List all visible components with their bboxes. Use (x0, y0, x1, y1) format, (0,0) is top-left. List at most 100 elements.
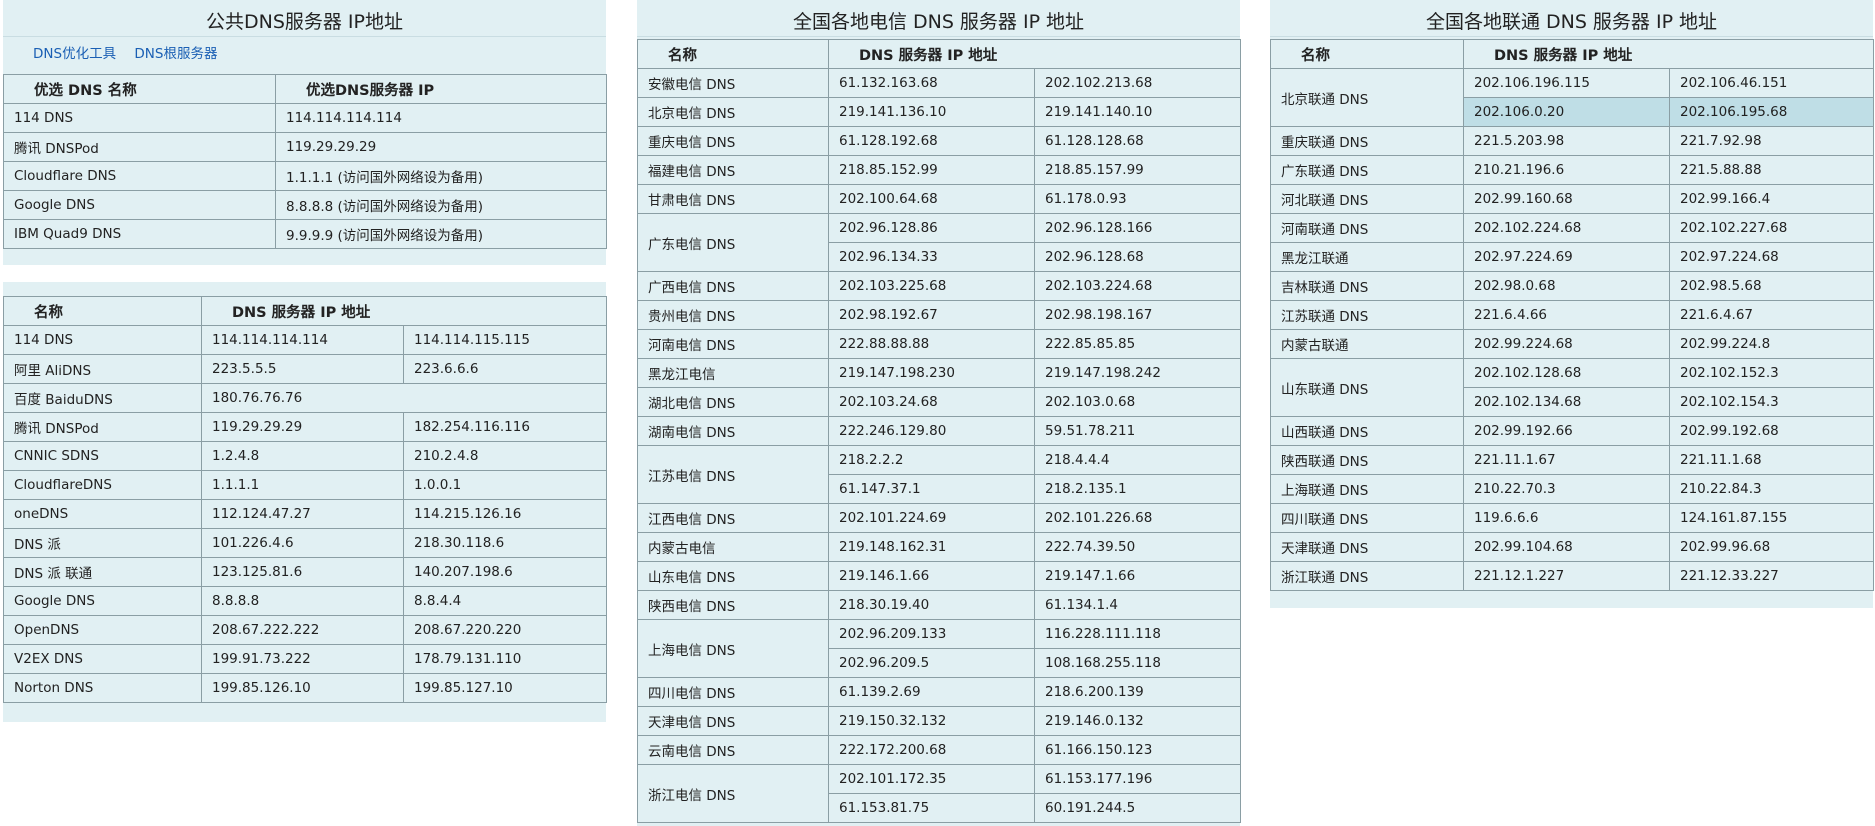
dns-ip-cell: 61.132.163.68 (828, 68, 1035, 98)
table-row: 北京电信 DNS 219.141.136.10 219.141.140.10 (637, 97, 1241, 127)
dns-ip-cell: 202.102.134.68 (1463, 387, 1670, 417)
table-row: 云南电信 DNS 222.172.200.68 61.166.150.123 (637, 735, 1241, 765)
table-row: 天津联通 DNS 202.99.104.68 202.99.96.68 (1270, 532, 1874, 562)
table-row: 202.102.134.68 202.102.154.3 (1271, 387, 1874, 417)
unicom-dns-panel: 全国各地联通 DNS 服务器 IP 地址 名称 DNS 服务器 IP 地址 北京联通… (1270, 0, 1874, 608)
dns-ip-cell: 202.106.196.115 (1463, 68, 1670, 98)
dns-ip-cell: 202.103.224.68 (1034, 271, 1241, 301)
dns-ip-cell: 218.6.200.139 (1034, 677, 1241, 707)
province-name-cell: 四川电信 DNS (637, 677, 829, 707)
table-row: DNS 派 101.226.4.6 218.30.118.6 (3, 528, 607, 558)
dns-ip-cell: 202.99.192.68 (1669, 416, 1874, 446)
dns-ip-cell: 210.22.70.3 (1463, 474, 1670, 504)
dns-ip-cell: 208.67.220.220 (403, 615, 607, 645)
province-name-cell: 甘肃电信 DNS (637, 184, 829, 214)
province-name-cell: 河北联通 DNS (1270, 184, 1464, 214)
dns-name-cell: DNS 派 联通 (3, 557, 202, 587)
province-name-cell: 陕西联通 DNS (1270, 445, 1464, 475)
province-name-cell: 湖北电信 DNS (637, 387, 829, 417)
province-name-cell: 广西电信 DNS (637, 271, 829, 301)
dns-ip-cell: 199.85.126.10 (201, 673, 404, 703)
table-row: 陕西电信 DNS 218.30.19.40 61.134.1.4 (637, 590, 1241, 620)
tool-links: DNS优化工具 DNS根服务器 (3, 37, 606, 72)
dns-ip-cell: 222.85.85.85 (1034, 329, 1241, 359)
province-name-cell: 吉林联通 DNS (1270, 271, 1464, 301)
province-name-cell: 贵州电信 DNS (637, 300, 829, 330)
dns-name-cell: DNS 派 (3, 528, 202, 558)
dns-ip-cell: 210.21.196.6 (1463, 155, 1670, 185)
province-name-cell: 天津电信 DNS (637, 706, 829, 736)
table-row: 四川电信 DNS 61.139.2.69 218.6.200.139 (637, 677, 1241, 707)
table-row: DNS 派 联通 123.125.81.6 140.207.198.6 (3, 557, 607, 587)
dns-ip-cell: 218.30.19.40 (828, 590, 1035, 620)
dns-name-cell: Google DNS (3, 190, 276, 220)
province-name-cell: 广东联通 DNS (1270, 155, 1464, 185)
dns-ip-cell: 61.147.37.1 (828, 474, 1035, 504)
table-header-row: 名称 DNS 服务器 IP 地址 (637, 39, 1241, 69)
dns-ip-cell: 221.5.203.98 (1463, 126, 1670, 156)
dns-ip-cell: 221.6.4.67 (1669, 300, 1874, 330)
dns-ip-cell: 221.11.1.67 (1463, 445, 1670, 475)
dns-list-panel: 名称 DNS 服务器 IP 地址 114 DNS 114.114.114.114 114… (3, 282, 607, 722)
dns-ip-cell: 202.103.225.68 (828, 271, 1035, 301)
table-row: Norton DNS 199.85.126.10 199.85.127.10 (3, 673, 607, 703)
column-header: 优选 DNS 名称 (3, 74, 276, 104)
dns-ip-cell: 202.98.198.167 (1034, 300, 1241, 330)
dns-ip-cell: 222.74.39.50 (1034, 532, 1241, 562)
dns-ip-cell: 202.96.209.5 (828, 648, 1035, 678)
dns-optimize-tool-link[interactable]: DNS优化工具 (33, 46, 117, 62)
dns-ip-cell: 202.98.192.67 (828, 300, 1035, 330)
dns-ip-cell: 202.106.195.68 (1669, 97, 1874, 127)
dns-ip-cell: 61.166.150.123 (1034, 735, 1241, 765)
dns-ip-cell: 219.146.1.66 (828, 561, 1035, 591)
dns-ip-cell: 202.99.160.68 (1463, 184, 1670, 214)
dns-ip-cell: 219.147.198.230 (828, 358, 1035, 388)
table-row: 阿里 AliDNS 223.5.5.5 223.6.6.6 (3, 354, 607, 384)
dns-ip-cell: 112.124.47.27 (201, 499, 404, 529)
table-row: 重庆电信 DNS 61.128.192.68 61.128.128.68 (637, 126, 1241, 156)
table-row: 腾讯 DNSPod 119.29.29.29 (3, 132, 607, 162)
table-row: 广西电信 DNS 202.103.225.68 202.103.224.68 (637, 271, 1241, 301)
table-row: 202.96.209.5 108.168.255.118 (638, 648, 1241, 678)
province-name-cell: 内蒙古电信 (637, 532, 829, 562)
dns-ip-cell: 101.226.4.6 (201, 528, 404, 558)
dns-name-cell: 腾讯 DNSPod (3, 132, 276, 162)
table-row: 浙江电信 DNS 202.101.172.35 61.153.177.196 (637, 764, 1241, 823)
dns-ip-cell: 1.1.1.1 (201, 470, 404, 500)
province-name-cell: 江西电信 DNS (637, 503, 829, 533)
dns-ip-cell: 221.6.4.66 (1463, 300, 1670, 330)
dns-root-servers-link[interactable]: DNS根服务器 (134, 46, 218, 62)
table-row: 黑龙江联通 202.97.224.69 202.97.224.68 (1270, 242, 1874, 272)
dns-list-table: 名称 DNS 服务器 IP 地址 114 DNS 114.114.114.114 114… (3, 296, 607, 703)
table-row: Google DNS 8.8.8.8 8.8.4.4 (3, 586, 607, 616)
dns-ip-cell: 221.12.1.227 (1463, 561, 1670, 591)
table-row: 腾讯 DNSPod 119.29.29.29 182.254.116.116 (3, 412, 607, 442)
dns-ip-cell: 202.99.166.4 (1669, 184, 1874, 214)
dns-ip-cell: 202.98.0.68 (1463, 271, 1670, 301)
province-name-cell: 福建电信 DNS (637, 155, 829, 185)
public-dns-panel: 公共DNS服务器 IP地址 DNS优化工具 DNS根服务器 优选 DNS 名称优… (3, 0, 607, 265)
dns-ip-cell: 114.215.126.16 (403, 499, 607, 529)
province-name-cell: 天津联通 DNS (1270, 532, 1464, 562)
table-header-row: 名称 DNS 服务器 IP 地址 (3, 296, 607, 326)
public-dns-title: 公共DNS服务器 IP地址 (3, 0, 606, 37)
dns-ip-cell: 202.106.0.20 (1463, 97, 1670, 127)
dns-ip-cell: 202.100.64.68 (828, 184, 1035, 214)
dns-ip-cell: 222.88.88.88 (828, 329, 1035, 359)
table-row: OpenDNS 208.67.222.222 208.67.220.220 (3, 615, 607, 645)
table-row: 贵州电信 DNS 202.98.192.67 202.98.198.167 (637, 300, 1241, 330)
dns-ip-cell: 202.101.172.35 (828, 764, 1035, 794)
table-row: 河北联通 DNS 202.99.160.68 202.99.166.4 (1270, 184, 1874, 214)
column-header: 名称 (637, 39, 829, 69)
dns-name-cell: oneDNS (3, 499, 202, 529)
table-row: 202.106.0.20 202.106.195.68 (1271, 97, 1874, 127)
column-header: DNS 服务器 IP 地址 (828, 39, 1241, 69)
dns-ip-cell: 61.128.192.68 (828, 126, 1035, 156)
dns-ip-cell: 208.67.222.222 (201, 615, 404, 645)
dns-ip-cell: 8.8.4.4 (403, 586, 607, 616)
column-header: 名称 (3, 296, 202, 326)
dns-ip-cell: 223.5.5.5 (201, 354, 404, 384)
table-row: 61.147.37.1 218.2.135.1 (638, 474, 1241, 504)
table-row: 吉林联通 DNS 202.98.0.68 202.98.5.68 (1270, 271, 1874, 301)
table-row: 甘肃电信 DNS 202.100.64.68 61.178.0.93 (637, 184, 1241, 214)
